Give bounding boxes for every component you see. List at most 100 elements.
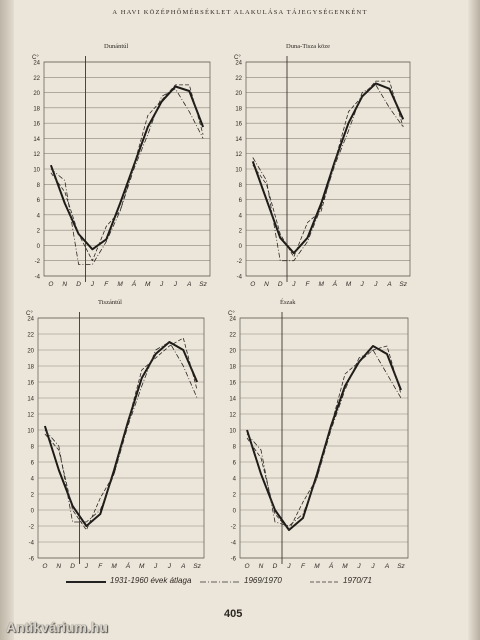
chart-3-xtick-label: M xyxy=(139,563,145,570)
chart-4-ytick-label: 22 xyxy=(229,333,236,339)
chart-4-ytick-label: 14 xyxy=(229,397,236,403)
chart-3-ytick-label: -6 xyxy=(29,557,35,563)
chart-3-ytick-label: 8 xyxy=(31,445,35,451)
chart-2-ytick-label: 8 xyxy=(239,183,243,189)
chart-2-ytick-label: 2 xyxy=(239,229,243,235)
chart-4-ytick-label: 2 xyxy=(233,493,237,499)
chart-4-xtick-label: Sz xyxy=(397,563,405,570)
chart-4-xtick-label: F xyxy=(301,563,306,570)
chart-4-ytick-label: -6 xyxy=(231,557,237,563)
chart-2-ytick-label: 18 xyxy=(235,106,242,112)
chart-1-ytick-label: 10 xyxy=(33,168,40,174)
chart-3-xtick-label: O xyxy=(42,563,47,570)
chart-1-series-2-line xyxy=(50,88,204,265)
chart-1-ytick-label: 14 xyxy=(33,137,40,143)
chart-2-xtick-label: A xyxy=(386,281,391,288)
chart-1-xtick-label: N xyxy=(62,281,67,288)
chart-3-ytick-label: 14 xyxy=(27,397,34,403)
chart-2-ytick-label: 0 xyxy=(239,244,243,250)
chart-4-series-3-line xyxy=(246,345,402,531)
chart-3-ytick-label: 22 xyxy=(27,333,34,339)
book-spine-shadow xyxy=(0,0,14,640)
chart-3-ytick-label: 12 xyxy=(27,413,34,419)
chart-2-xtick-label: Sz xyxy=(399,281,407,288)
chart-2-xtick-label: Á xyxy=(332,279,338,288)
chart-1-ytick-label: 12 xyxy=(33,152,40,158)
chart-1-ytick-label: 22 xyxy=(33,76,40,82)
chart-3-ytick-label: 20 xyxy=(27,349,34,355)
chart-4-xtick-label: M xyxy=(342,563,348,570)
chart-3-xtick-label: M xyxy=(111,563,117,570)
chart-1-ytick-label: 20 xyxy=(33,91,40,97)
chart-4-xtick-label: Á xyxy=(328,561,334,570)
chart-3-series-3-line xyxy=(44,337,198,531)
chart-3-xtick-label: D xyxy=(70,563,75,570)
chart-2-ytick-label: 24 xyxy=(235,61,242,67)
chart-3-ytick-label: 4 xyxy=(31,477,35,483)
chart-4-ytick-label: 8 xyxy=(233,445,237,451)
chart-4-xtick-label: N xyxy=(259,563,264,570)
chart-2-ytick-label: 14 xyxy=(235,137,242,143)
chart-2-ytick-label: 22 xyxy=(235,76,242,82)
chart-4-ytick-label: 24 xyxy=(229,317,236,323)
chart-1-xtick-label: J xyxy=(159,281,164,288)
chart-1-xtick-label: D xyxy=(76,281,81,288)
legend-label-1931-1960: 1931-1960 évek átlaga xyxy=(110,576,192,585)
legend-label-1970-71: 1970/71 xyxy=(343,576,372,585)
chart-2-ytick-label: -4 xyxy=(237,275,243,281)
chart-4-xtick-label: J xyxy=(286,563,291,570)
chart-3-ytick-label: 2 xyxy=(31,493,35,499)
chart-3-xtick-label: F xyxy=(98,563,103,570)
chart-1-xtick-label: Á xyxy=(131,279,137,288)
chart-3-series-1-line xyxy=(43,341,199,527)
chart-3-xtick-label: N xyxy=(56,563,61,570)
chart-1-ytick-label: 16 xyxy=(33,122,40,128)
chart-3-ytick-label: 6 xyxy=(31,461,35,467)
chart-2-xtick-label: M xyxy=(346,281,352,288)
chart-4-unit-label: C° xyxy=(228,311,235,317)
chart-4-ytick-label: 6 xyxy=(233,461,237,467)
chart-4-ytick-label: 12 xyxy=(229,413,236,419)
chart-2-ytick-label: 16 xyxy=(235,122,242,128)
chart-4-ytick-label: 18 xyxy=(229,365,236,371)
chart-4-ytick-label: 16 xyxy=(229,381,236,387)
chart-3-ytick-label: 0 xyxy=(31,509,35,515)
chart-3-ytick-label: 24 xyxy=(27,317,34,323)
chart-2-ytick-label: 4 xyxy=(239,213,243,219)
chart-2-ytick-label: 20 xyxy=(235,91,242,97)
chart-2-ytick-label: 6 xyxy=(239,198,243,204)
chart-4-xtick-label: J xyxy=(356,563,361,570)
chart-1-ytick-label: -2 xyxy=(35,259,41,265)
chart-4-xtick-label: D xyxy=(273,563,278,570)
chart-3-ytick-label: 10 xyxy=(27,429,34,435)
chart-1-ytick-label: 4 xyxy=(37,213,41,219)
book-page xyxy=(14,0,468,640)
chart-3-ytick-label: -2 xyxy=(29,525,35,531)
chart-4-title: Észak xyxy=(280,298,296,306)
chart-3-xtick-label: J xyxy=(153,563,158,570)
chart-3-frame xyxy=(37,317,205,559)
page-number: 405 xyxy=(224,608,243,620)
chart-4-xtick-label: A xyxy=(384,563,389,570)
chart-1-xtick-label: Sz xyxy=(199,281,207,288)
chart-4-frame xyxy=(239,317,409,559)
chart-1-xtick-label: J xyxy=(173,281,178,288)
chart-1-unit-label: C° xyxy=(32,55,39,61)
chart-2-xtick-label: D xyxy=(278,281,283,288)
chart-2-series-2-line xyxy=(252,84,404,262)
chart-3-xtick-label: A xyxy=(180,563,185,570)
chart-2-ytick-label: 12 xyxy=(235,152,242,158)
chart-3-xtick-label: Á xyxy=(125,561,131,570)
chart-4-xtick-label: J xyxy=(370,563,375,570)
chart-3-title: Tiszántúl xyxy=(98,299,122,306)
chart-1-series-3-line xyxy=(50,84,204,262)
chart-4-ytick-label: -2 xyxy=(231,525,237,531)
chart-2-series-1-line xyxy=(251,82,405,255)
chart-1-xtick-label: J xyxy=(90,281,95,288)
chart-1-xtick-label: A xyxy=(186,281,191,288)
chart-4-series-1-line xyxy=(246,345,402,531)
chart-3-ytick-label: 18 xyxy=(27,365,34,371)
watermark: Antikvárium.hu xyxy=(6,619,108,635)
chart-2-series-3-line xyxy=(252,80,404,258)
